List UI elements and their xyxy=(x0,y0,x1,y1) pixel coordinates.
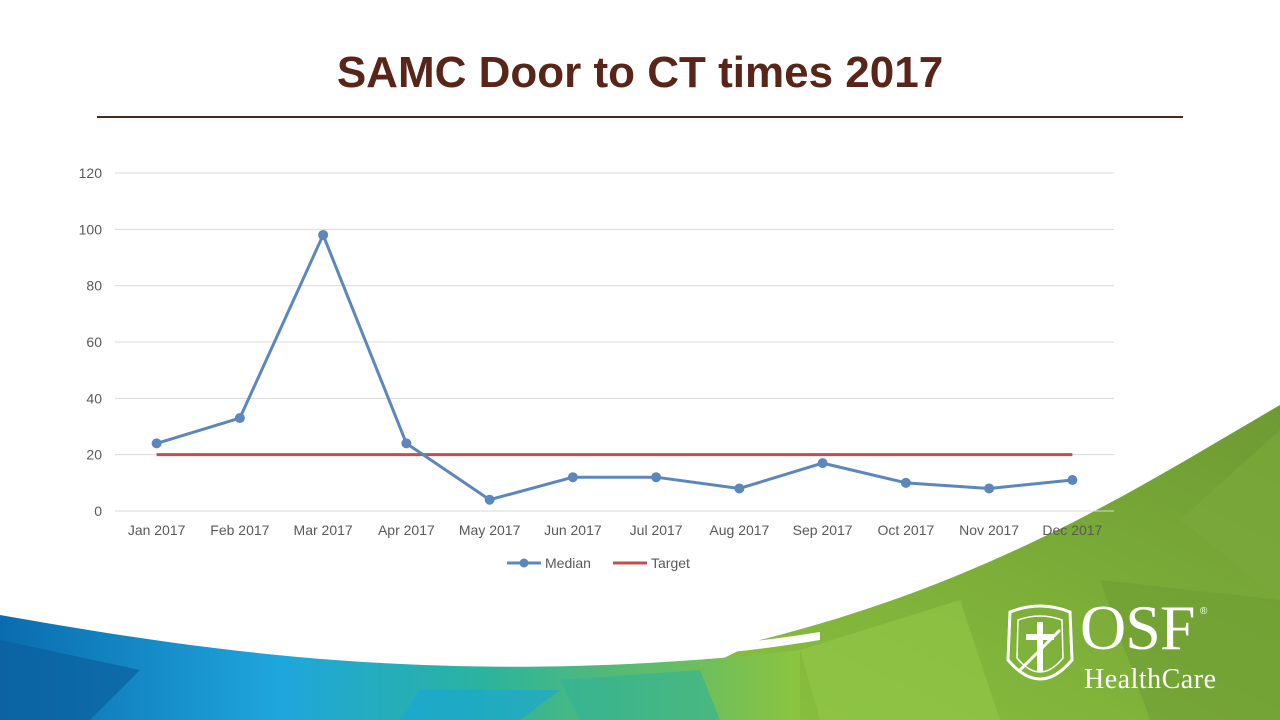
y-tick-label: 80 xyxy=(86,278,102,294)
data-point xyxy=(484,494,495,505)
x-tick-label: Jul 2017 xyxy=(630,522,683,538)
x-tick-label: Jan 2017 xyxy=(128,522,186,538)
x-tick-label: Oct 2017 xyxy=(877,522,934,538)
white-wave xyxy=(0,592,820,661)
series-line-median xyxy=(156,233,1073,502)
y-tick-label: 100 xyxy=(79,221,103,237)
green-facet xyxy=(800,600,1000,720)
x-tick-label: Feb 2017 xyxy=(210,522,269,538)
data-point xyxy=(151,438,162,449)
slide-title: SAMC Door to CT times 2017 xyxy=(336,48,944,97)
data-point xyxy=(1067,475,1078,486)
data-point xyxy=(900,477,911,488)
x-axis-ticks: Jan 2017 Feb 2017 Mar 2017 Apr 2017 May 2017… xyxy=(128,522,1103,538)
y-tick-label: 60 xyxy=(86,334,102,350)
osf-healthcare-logo: OSF ® HealthCare xyxy=(1000,596,1270,705)
legend: Median Target xyxy=(507,555,690,571)
green-facet xyxy=(1180,430,1280,600)
legend-label: Target xyxy=(651,555,690,571)
blue-facet xyxy=(0,640,140,720)
legend-marker xyxy=(519,558,529,568)
y-tick-label: 0 xyxy=(94,503,102,519)
x-tick-label: Sep 2017 xyxy=(793,522,853,538)
x-tick-label: Nov 2017 xyxy=(959,522,1019,538)
y-axis-ticks: 0 20 40 60 80 100 120 xyxy=(79,165,103,519)
data-point xyxy=(984,483,995,494)
legend-label: Median xyxy=(545,555,591,571)
seal-icon xyxy=(1006,604,1074,681)
y-tick-label: 20 xyxy=(86,447,102,463)
x-tick-label: Aug 2017 xyxy=(709,522,769,538)
x-tick-label: Dec 2017 xyxy=(1042,522,1102,538)
data-point xyxy=(318,229,329,240)
series xyxy=(151,229,1078,505)
y-tick-label: 40 xyxy=(86,390,102,406)
y-tick-label: 120 xyxy=(79,165,103,181)
x-tick-label: May 2017 xyxy=(459,522,521,538)
data-point xyxy=(234,413,245,424)
data-point xyxy=(734,483,745,494)
x-tick-label: Apr 2017 xyxy=(378,522,435,538)
data-point xyxy=(401,438,412,449)
gridlines xyxy=(115,172,1114,512)
data-point xyxy=(651,472,662,483)
data-point xyxy=(817,458,828,469)
blue-facet xyxy=(400,690,560,720)
logo-subtitle: HealthCare xyxy=(1084,664,1217,695)
x-tick-label: Jun 2017 xyxy=(544,522,602,538)
teal-facet xyxy=(560,670,720,720)
x-tick-label: Mar 2017 xyxy=(294,522,353,538)
data-point xyxy=(567,472,578,483)
registered-mark: ® xyxy=(1200,606,1208,617)
green-facet xyxy=(1100,580,1280,720)
logo-wordmark: OSF xyxy=(1080,592,1195,663)
title-divider xyxy=(97,116,1183,118)
